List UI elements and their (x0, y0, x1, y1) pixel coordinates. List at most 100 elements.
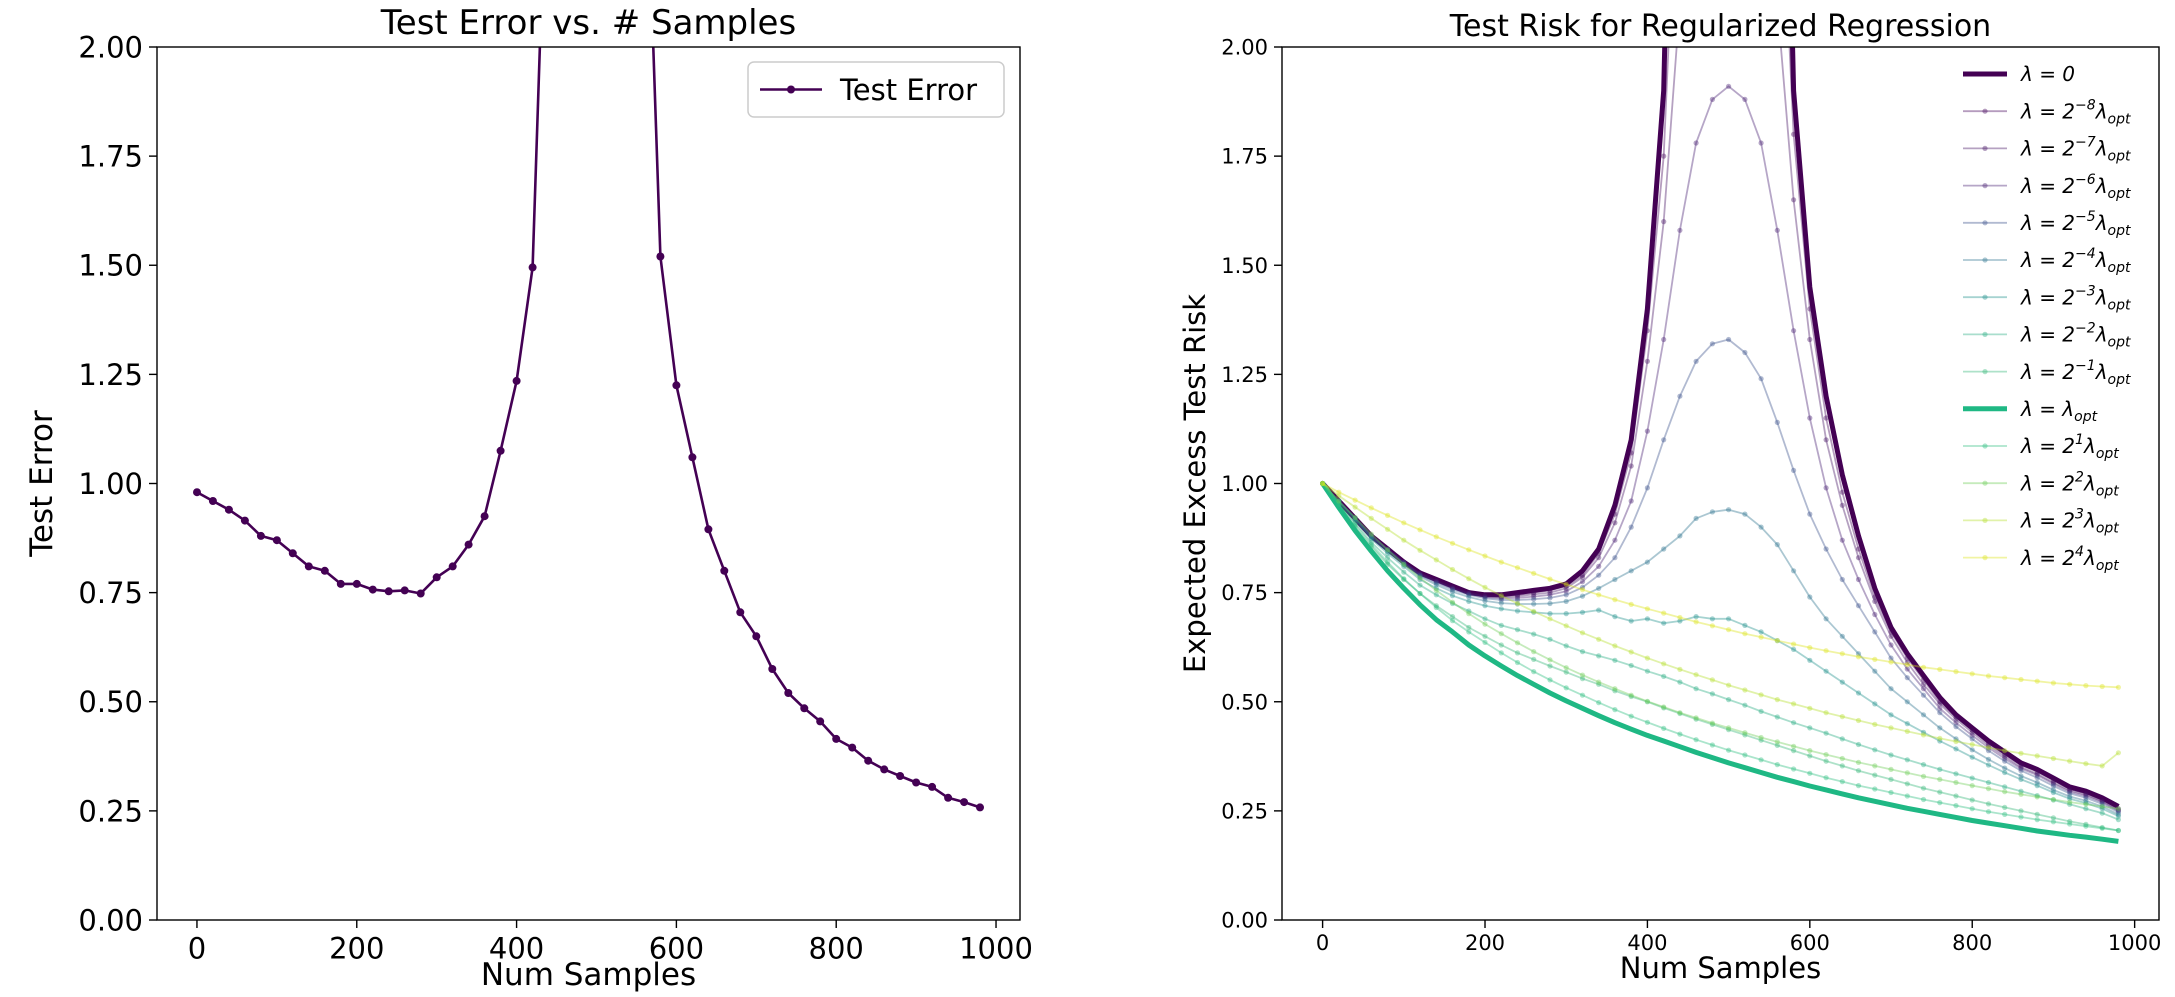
y-tick-label: 1.50 (78, 249, 143, 283)
data-point (2018, 788, 2024, 794)
data-point (1774, 742, 1780, 749)
data-point (1888, 712, 1894, 718)
y-tick-label: 0.25 (78, 794, 143, 828)
y-tick-label: 2.00 (1221, 36, 1268, 60)
data-point (1514, 597, 1521, 603)
data-point (1498, 606, 1504, 612)
data-point (1791, 568, 1797, 574)
data-point (1417, 527, 1423, 533)
legend: λ = 0 λ = 2−8λopt λ = 2−7λopt λ = 2−6λopt λ … (1963, 62, 2131, 574)
data-point (1904, 675, 1910, 681)
data-point (1531, 591, 1537, 598)
data-point (2067, 799, 2073, 805)
data-point (2099, 797, 2105, 803)
data-point (1904, 757, 1910, 763)
data-point (1693, 737, 1699, 743)
data-point (1872, 721, 1878, 728)
data-point (1514, 593, 1521, 599)
data-point (1547, 576, 1553, 582)
data-point (2115, 808, 2121, 814)
data-point (1774, 227, 1780, 233)
legend-label: λ = 2−7λopt (2020, 135, 2131, 165)
data-point (1839, 736, 1845, 742)
data-point (2050, 777, 2056, 783)
series-line-1 (1321, 47, 2119, 810)
data-point (1417, 571, 1423, 577)
data-point (1401, 520, 1407, 526)
data-point (2067, 786, 2073, 792)
data-point (2002, 804, 2008, 811)
legend-label: λ = λopt (2020, 397, 2098, 425)
data-point (1758, 634, 1764, 640)
y-axis-label: Test Error (24, 410, 60, 558)
data-point (1872, 594, 1878, 600)
data-point (1693, 686, 1699, 692)
data-point (1677, 393, 1683, 399)
x-tick-label: 800 (809, 931, 864, 965)
data-point (1644, 698, 1650, 704)
data-point (2083, 801, 2089, 807)
data-point (1482, 598, 1488, 604)
data-point (1888, 725, 1894, 731)
data-point (2083, 792, 2089, 798)
data-point (1726, 727, 1732, 733)
data-point (1904, 662, 1910, 668)
data-point (2067, 796, 2073, 802)
legend-marker (1982, 555, 1988, 561)
data-point (1839, 679, 1845, 685)
data-point (1596, 607, 1602, 613)
test-risk-chart: Test Risk for Regularized Regression 0 200… (1178, 9, 2161, 985)
chart-title: Test Risk for Regularized Regression (1449, 9, 1991, 44)
data-point (1807, 770, 1813, 776)
data-point (1514, 659, 1521, 666)
data-point (1531, 631, 1537, 637)
data-point (2018, 768, 2024, 774)
data-point (1368, 533, 1374, 539)
data-point (1823, 710, 1829, 716)
data-point (2050, 680, 2056, 686)
data-point (688, 453, 697, 462)
data-point (1888, 655, 1894, 661)
data-point (1612, 511, 1618, 517)
y-tick-label: 0.75 (1221, 581, 1268, 605)
data-point (864, 756, 873, 765)
data-point (1742, 702, 1748, 708)
data-point (1855, 759, 1862, 766)
data-point (1677, 710, 1683, 716)
data-point (1644, 616, 1650, 622)
data-point (1433, 578, 1439, 584)
data-point (1466, 592, 1472, 598)
data-point (1888, 686, 1894, 692)
data-point (1531, 608, 1537, 615)
legend-label: λ = 2−1λopt (2020, 358, 2131, 388)
data-point (2115, 807, 2121, 813)
data-point (1661, 704, 1667, 710)
data-point (1953, 746, 1959, 752)
data-point (768, 665, 777, 673)
data-point (2034, 775, 2040, 781)
data-point (1937, 699, 1943, 705)
data-point (1417, 582, 1423, 588)
data-point (1385, 546, 1391, 552)
data-point (1937, 701, 1943, 707)
y-tick-label: 0.00 (1221, 909, 1268, 933)
data-point (1547, 677, 1553, 683)
data-point (1807, 415, 1813, 421)
data-point (480, 512, 489, 521)
data-point (1985, 762, 1992, 768)
data-point (1807, 306, 1813, 312)
data-point (912, 778, 921, 787)
data-point (1661, 546, 1667, 552)
data-point (1579, 593, 1586, 599)
data-point (1888, 633, 1894, 639)
data-point (1872, 747, 1878, 753)
data-point (1433, 580, 1439, 586)
data-point (1368, 531, 1374, 537)
data-point (1336, 498, 1342, 504)
data-point (1693, 515, 1699, 522)
data-point (2115, 684, 2121, 690)
data-point (1839, 502, 1845, 508)
data-point (1709, 720, 1715, 726)
data-point (1320, 480, 1326, 487)
data-point (1791, 748, 1797, 754)
